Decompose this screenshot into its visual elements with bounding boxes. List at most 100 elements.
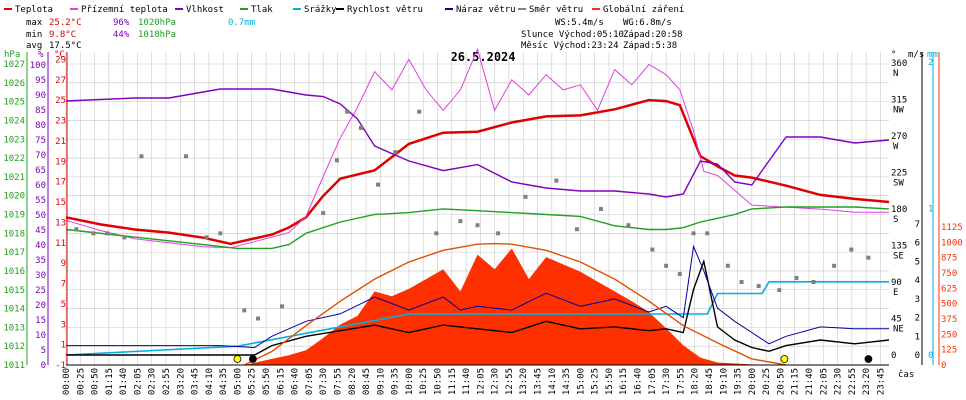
x-tick: 07:55 (333, 368, 343, 395)
stat-max-press: 1020hPa (138, 18, 176, 28)
humidity-tick: 70 (35, 151, 46, 161)
humidity-tick: 55 (35, 196, 46, 206)
humidity-tick: 75 (35, 136, 46, 146)
direction-point (756, 284, 761, 289)
direction-point (358, 125, 363, 130)
moonrise-marker (864, 355, 873, 363)
x-tick: 05:25 (248, 368, 258, 395)
direction-point (242, 308, 247, 313)
direction-point (376, 182, 381, 187)
humidity-tick: 45 (35, 226, 46, 236)
direction-tick: 225 (891, 169, 907, 179)
direction-point (280, 304, 285, 309)
wind-tick: 2 (915, 314, 920, 324)
legend-label: Vlhkost (186, 5, 224, 15)
x-tick: 16:40 (634, 368, 644, 395)
x-tick: 19:10 (719, 368, 729, 395)
humidity-tick: 90 (35, 91, 46, 101)
direction-point (393, 150, 398, 155)
x-tick: 13:45 (534, 368, 544, 395)
series-line (65, 98, 890, 246)
wind-tick: 3 (915, 295, 920, 305)
pressure-tick: 1027 (3, 60, 25, 70)
series-line (65, 88, 890, 198)
pressure-tick: 1026 (3, 79, 25, 89)
x-tick: 23:20 (862, 368, 872, 395)
radiation-tick: 625 (941, 284, 957, 294)
temperature-tick: 7 (61, 280, 66, 290)
x-tick: 20:00 (748, 368, 758, 395)
direction-point (139, 154, 144, 159)
chart-title: 26.5.2024 (450, 50, 515, 64)
stats-block: max 25.2°C 96% 1020hPa 0.7mm min 9.8°C 4… (26, 18, 255, 51)
direction-point (105, 231, 110, 236)
x-tick: 17:05 (648, 368, 658, 395)
pressure-axis-label: hPa (4, 50, 20, 60)
direction-point (417, 109, 422, 114)
direction-point (321, 211, 326, 216)
x-tick: 14:10 (548, 368, 558, 395)
direction-point (650, 247, 655, 252)
x-tick: 07:30 (319, 368, 329, 395)
humidity-tick: 35 (35, 256, 46, 266)
humidity-tick: 65 (35, 166, 46, 176)
x-tick: 08:45 (362, 368, 372, 395)
x-tick: 16:15 (619, 368, 629, 395)
rain-axis-label: mm (927, 50, 938, 60)
pressure-tick: 1020 (3, 192, 25, 202)
x-tick: 15:00 (576, 368, 586, 395)
x-tick: 23:45 (876, 368, 886, 395)
direction-compass: NW (893, 106, 904, 116)
axes: hPa1011101210131014101510161017101810191… (3, 50, 962, 371)
radiation-tick: 1125 (941, 223, 963, 233)
x-tick: 06:15 (276, 368, 286, 395)
x-tick: 20:25 (762, 368, 772, 395)
x-tick: 10:25 (419, 368, 429, 395)
series-line (66, 244, 889, 349)
x-tick: 01:15 (105, 368, 115, 395)
series-line (243, 242, 787, 366)
x-tick: 22:30 (834, 368, 844, 395)
x-tick: 22:55 (848, 368, 858, 395)
info-wg: WG:6.8m/s (623, 18, 672, 28)
legend-label: Teplota (15, 5, 53, 15)
rain-tick: 2 (928, 58, 933, 68)
radiation-tick: 125 (941, 346, 957, 356)
radiation-tick: 875 (941, 254, 957, 264)
legend-label: Náraz větru (456, 5, 516, 15)
temperature-tick: 1 (61, 341, 66, 351)
legend-label: Rychlost větru (347, 5, 423, 15)
humidity-tick: 25 (35, 286, 46, 296)
x-tick: 04:35 (219, 368, 229, 395)
x-tick: 11:40 (462, 368, 472, 395)
direction-point (777, 288, 782, 293)
direction-point (866, 255, 871, 260)
x-axis-label: čas (898, 369, 914, 380)
legend-label: Přízemní teplota (81, 5, 168, 15)
humidity-tick: 50 (35, 211, 46, 221)
x-tick: 02:30 (148, 368, 158, 395)
x-tick: 22:05 (819, 368, 829, 395)
plot-area (65, 47, 890, 366)
info-sun: Slunce Východ:05:10 (521, 30, 624, 40)
x-axis: 00:00 00:25 00:50 01:15 01:40 02:05 02:30 02:55… (62, 364, 914, 395)
temperature-tick: -1 (55, 361, 66, 371)
x-tick: 21:15 (791, 368, 801, 395)
radiation-tick: 250 (941, 330, 957, 340)
direction-compass: NE (893, 325, 904, 335)
direction-compass: E (893, 288, 898, 298)
info-ws: WS:5.4m/s (555, 18, 604, 28)
legend-label: Srážky (304, 5, 337, 15)
pressure-tick: 1019 (3, 211, 25, 221)
rain-tick: 1 (928, 205, 933, 215)
direction-point (475, 223, 480, 228)
x-tick: 12:30 (491, 368, 501, 395)
radiation-area (244, 248, 787, 365)
direction-point (626, 223, 631, 228)
x-tick: 13:20 (519, 368, 529, 395)
x-tick: 05:00 (233, 368, 243, 395)
direction-point (345, 109, 350, 114)
humidity-tick: 95 (35, 76, 46, 86)
wind-tick: 6 (915, 239, 920, 249)
stat-max-label: max (26, 18, 43, 28)
